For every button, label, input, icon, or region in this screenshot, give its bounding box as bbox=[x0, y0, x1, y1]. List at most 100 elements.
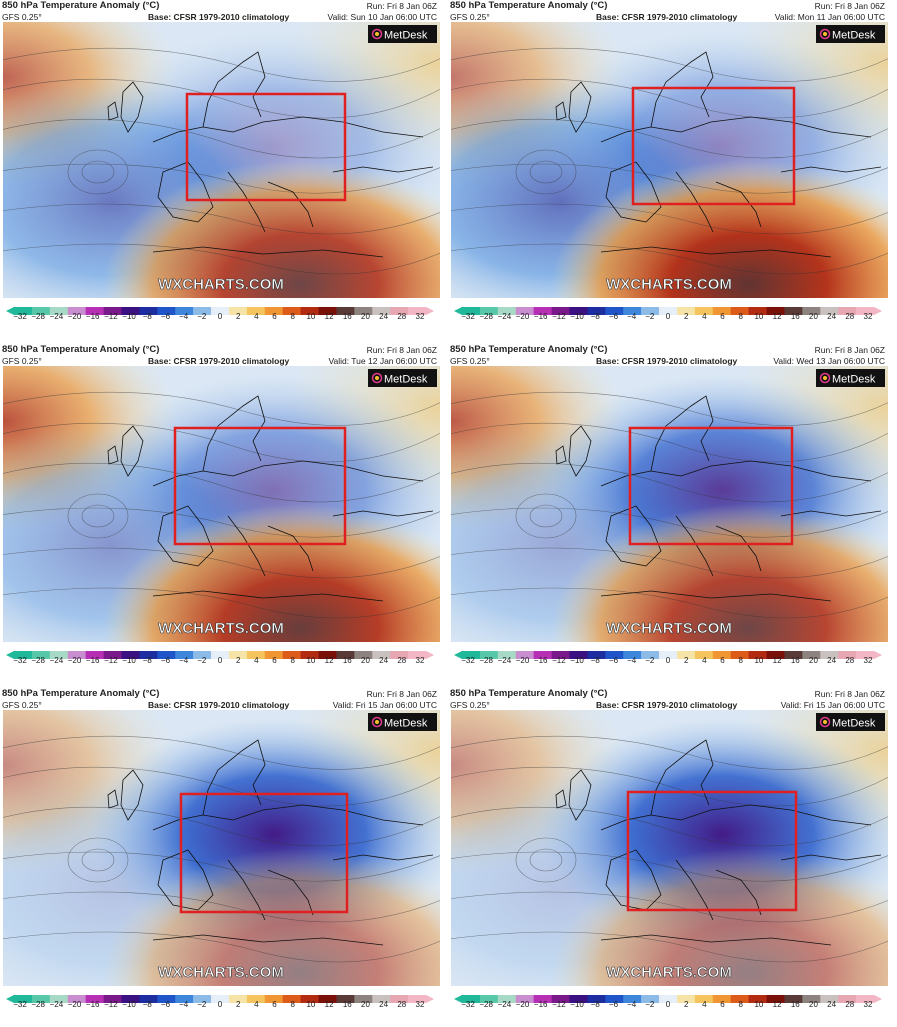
run-time: Run: Fri 8 Jan 06Z bbox=[814, 1, 885, 11]
metdesk-logo-text: MetDesk bbox=[832, 374, 876, 386]
colorbar-swatch bbox=[139, 651, 158, 659]
colorbar-tick-label: 4 bbox=[702, 312, 707, 321]
colorbar-tick-label: −10 bbox=[122, 656, 136, 665]
colorbar-tick-label: 28 bbox=[845, 1000, 855, 1009]
colorbar-arrow-left bbox=[6, 307, 14, 315]
colorbar-swatch bbox=[175, 651, 194, 659]
colorbar-tick-label: 32 bbox=[415, 312, 425, 321]
colorbar-arrow-right bbox=[426, 995, 434, 1003]
colorbar-swatch bbox=[49, 307, 69, 315]
colorbar-tick-label: 10 bbox=[306, 656, 316, 665]
colorbar-tick-label: −12 bbox=[552, 1000, 566, 1009]
colorbar-swatch bbox=[838, 307, 857, 315]
colorbar-swatch bbox=[14, 995, 33, 1003]
colorbar-swatch bbox=[318, 307, 337, 315]
colorbar-arrow-right bbox=[874, 995, 882, 1003]
colorbar-tick-label: −28 bbox=[479, 656, 493, 665]
colorbar-swatch bbox=[605, 995, 624, 1003]
colorbar-tick-label: −6 bbox=[160, 312, 171, 321]
colorbar-swatch bbox=[479, 307, 499, 315]
colorbar-swatch bbox=[748, 307, 767, 315]
colorbar bbox=[6, 646, 434, 659]
colorbar-tick-label: 10 bbox=[754, 312, 764, 321]
colorbar-swatch bbox=[14, 651, 33, 659]
colorbar-tick-label: −2 bbox=[645, 656, 655, 665]
colorbar-swatch bbox=[246, 307, 266, 315]
climatology-base: Base: CFSR 1979-2010 climatology bbox=[596, 356, 738, 366]
colorbar-swatch bbox=[31, 651, 51, 659]
colorbar-swatch bbox=[462, 651, 481, 659]
colorbar-swatch bbox=[551, 651, 570, 659]
colorbar-swatch bbox=[14, 307, 33, 315]
colorbar-tick-label: 16 bbox=[790, 656, 800, 665]
colorbar-swatch bbox=[121, 995, 140, 1003]
colorbar-swatch bbox=[694, 651, 714, 659]
climatology-base: Base: CFSR 1979-2010 climatology bbox=[148, 12, 290, 22]
colorbar-tick-label: 6 bbox=[720, 656, 725, 665]
colorbar-swatch bbox=[211, 307, 230, 315]
colorbar-tick-label: −20 bbox=[67, 312, 82, 321]
colorbar-swatch bbox=[802, 307, 821, 315]
colorbar-swatch bbox=[659, 307, 678, 315]
colorbar-swatch bbox=[408, 995, 427, 1003]
colorbar-swatch bbox=[569, 651, 588, 659]
colorbar-swatch bbox=[211, 651, 230, 659]
colorbar-tick-label: −24 bbox=[49, 656, 64, 665]
colorbar-tick-label: 24 bbox=[827, 1000, 837, 1009]
colorbar-tick-label: −6 bbox=[608, 1000, 619, 1009]
colorbar-tick-label: 2 bbox=[235, 656, 241, 665]
panel-header: 850 hPa Temperature Anomaly (°C) GFS 0.25… bbox=[448, 0, 888, 23]
run-time: Run: Fri 8 Jan 06Z bbox=[814, 689, 885, 699]
colorbar-swatch bbox=[175, 995, 194, 1003]
colorbar-swatch bbox=[515, 651, 534, 659]
colorbar-swatch bbox=[121, 651, 140, 659]
colorbar-swatch bbox=[730, 995, 749, 1003]
colorbar-tick-label: −8 bbox=[142, 1000, 152, 1009]
temperature-anomaly-map: MetDesk WXCHARTS.COM bbox=[3, 710, 440, 986]
colorbar-tick-label: −20 bbox=[67, 1000, 82, 1009]
colorbar-arrow-left bbox=[6, 995, 14, 1003]
colorbar-tick-label: −4 bbox=[179, 656, 189, 665]
colorbar-tick-label: −20 bbox=[67, 656, 82, 665]
run-time: Run: Fri 8 Jan 06Z bbox=[814, 345, 885, 355]
colorbar-tick-label: −28 bbox=[31, 312, 45, 321]
colorbar-tick-label: −28 bbox=[479, 312, 493, 321]
colorbar-tick-label: 12 bbox=[772, 312, 782, 321]
valid-time: Valid: Fri 15 Jan 06:00 UTC bbox=[332, 700, 437, 710]
colorbar-swatch bbox=[587, 651, 606, 659]
colorbar-tick-label: 20 bbox=[809, 1000, 818, 1009]
colorbar-swatch bbox=[139, 995, 158, 1003]
colorbar-ticks: −32 −28 −24 −20 −16 −12 −10 −8 −6 −4 −2 0 2 4 6 8 10 12 16… bbox=[6, 1000, 434, 1012]
model-label: GFS 0.25° bbox=[2, 356, 42, 366]
model-label: GFS 0.25° bbox=[2, 12, 42, 22]
panel-title: 850 hPa Temperature Anomaly (°C) bbox=[450, 0, 608, 11]
colorbar-swatch bbox=[766, 307, 785, 315]
colorbar-swatch bbox=[587, 995, 606, 1003]
colorbar-swatch bbox=[157, 651, 176, 659]
metdesk-logo: MetDesk bbox=[368, 713, 437, 731]
metdesk-logo-text: MetDesk bbox=[384, 374, 428, 386]
colorbar-tick-label: −2 bbox=[197, 1000, 207, 1009]
colorbar-tick-label: 16 bbox=[790, 312, 800, 321]
colorbar-swatch bbox=[802, 995, 821, 1003]
colorbar-tick-label: −6 bbox=[608, 312, 619, 321]
colorbar-swatch bbox=[748, 995, 767, 1003]
colorbar-swatch bbox=[372, 307, 391, 315]
colorbar-ticks: −32 −28 −24 −20 −16 −12 −10 −8 −6 −4 −2 0 2 4 6 8 10 12 16… bbox=[6, 312, 434, 324]
colorbar-tick-label: 28 bbox=[397, 1000, 407, 1009]
colorbar-swatch bbox=[264, 307, 283, 315]
colorbar-tick-label: −24 bbox=[497, 1000, 512, 1009]
colorbar-swatch bbox=[121, 307, 140, 315]
colorbar-swatch bbox=[515, 995, 534, 1003]
colorbar-tick-label: −16 bbox=[533, 656, 548, 665]
colorbar-tick-label: −4 bbox=[627, 312, 637, 321]
colorbar-tick-label: −32 bbox=[461, 312, 475, 321]
colorbar-tick-label: 6 bbox=[720, 1000, 725, 1009]
colorbar-swatch bbox=[67, 995, 86, 1003]
colorbar-ticks: −32 −28 −24 −20 −16 −12 −10 −8 −6 −4 −2 0 2 4 6 8 10 12 16… bbox=[454, 1000, 882, 1012]
colorbar-swatch bbox=[533, 651, 552, 659]
colorbar-tick-label: −8 bbox=[142, 656, 152, 665]
colorbar-tick-label: −12 bbox=[104, 656, 118, 665]
colorbar-tick-label: 32 bbox=[863, 656, 873, 665]
colorbar-tick-label: 0 bbox=[665, 1000, 671, 1009]
